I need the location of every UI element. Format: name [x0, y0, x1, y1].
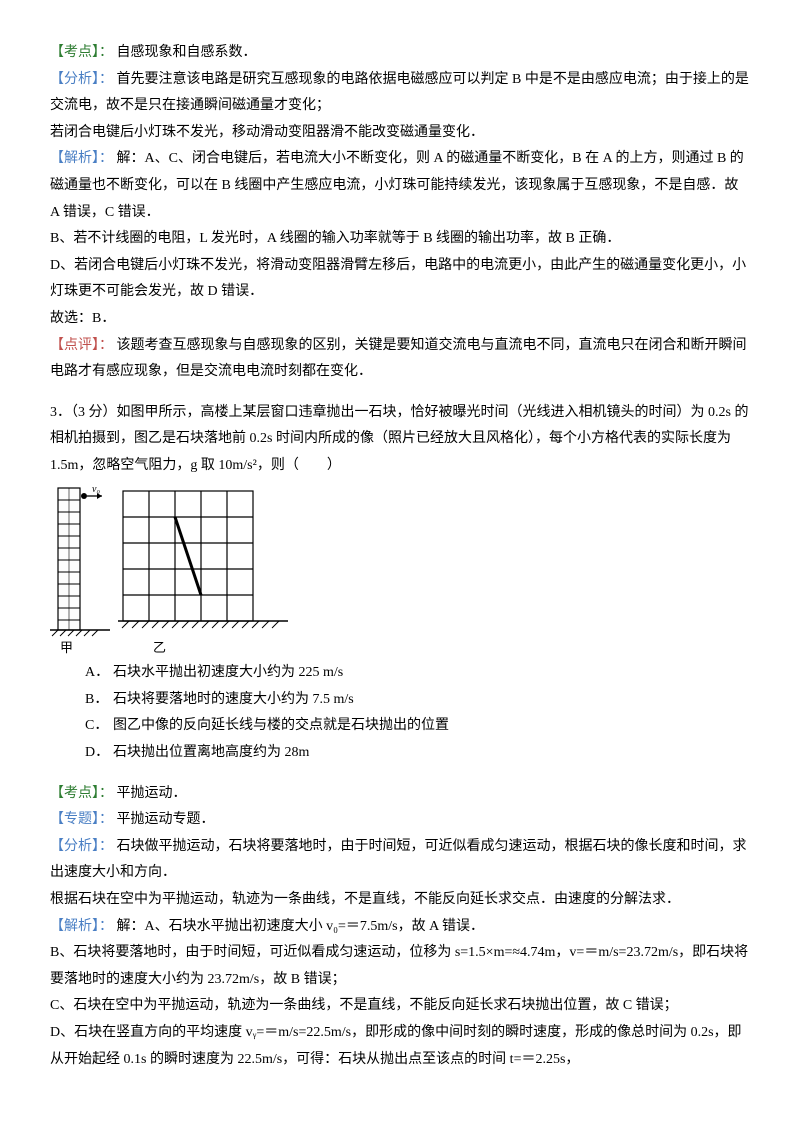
q3-jiexi-d: D、石块在竖直方向的平均速度 vᵧ=＝m/s=22.5m/s，即形成的像中间时刻…: [50, 1020, 750, 1073]
opt-b-label: B．: [85, 687, 113, 714]
kaodian-label: 【考点】：: [50, 45, 113, 60]
jiexi-label: 【解析】：: [50, 919, 113, 934]
opt-a-label: A．: [85, 660, 113, 687]
option-c: C． 图乙中像的反向延长线与楼的交点就是石块抛出的位置: [85, 713, 750, 740]
dianping-label: 【点评】：: [50, 338, 113, 353]
figure-building: v₀: [50, 486, 88, 636]
dianping-text: 该题考查互感现象与自感现象的区别，关键是要知道交流电与直流电不同，直流电只在闭合…: [50, 338, 747, 380]
q2-jiexi-b: B、若不计线圈的电阻，L 发光时，A 线圈的输入功率就等于 B 线圈的输出功率，…: [50, 226, 750, 253]
kaodian-label: 【考点】：: [50, 786, 113, 801]
zhuanti-label: 【专题】：: [50, 812, 113, 827]
q3-options: A． 石块水平抛出初速度大小约为 225 m/s B． 石块将要落地时的速度大小…: [85, 660, 750, 766]
opt-d-text: 石块抛出位置离地高度约为 28m: [113, 740, 309, 767]
fenxi-label: 【分析】：: [50, 839, 113, 854]
fenxi-text: 石块做平抛运动，石块将要落地时，由于时间短，可近似看成匀速运动，根据石块的像长度…: [50, 839, 747, 881]
q3-jiexi-c: C、石块在空中为平抛运动，轨迹为一条曲线，不是直线，不能反向延长求石块抛出位置，…: [50, 993, 750, 1020]
q3-jiexi-b: B、石块将要落地时，由于时间短，可近似看成匀速运动，位移为 s=1.5×m=≈4…: [50, 940, 750, 993]
q3-zhuanti: 【专题】： 平抛运动专题．: [50, 807, 750, 834]
option-a: A． 石块水平抛出初速度大小约为 225 m/s: [85, 660, 750, 687]
figures-row: v₀: [50, 486, 750, 636]
zhuanti-text: 平抛运动专题．: [117, 812, 215, 827]
opt-c-text: 图乙中像的反向延长线与楼的交点就是石块抛出的位置: [113, 713, 449, 740]
spacer: [50, 767, 750, 781]
opt-d-label: D．: [85, 740, 113, 767]
fenxi-label: 【分析】：: [50, 72, 113, 87]
figure-grid: [118, 486, 268, 636]
q2-jiexi-a: 【解析】： 解：A、C、闭合电键后，若电流大小不断变化，则 A 的磁通量不断变化…: [50, 146, 750, 226]
v0-label: v₀: [92, 486, 100, 495]
opt-c-label: C．: [85, 713, 113, 740]
jiexi-label: 【解析】：: [50, 151, 113, 166]
jiexi-a-text: 解：A、C、闭合电键后，若电流大小不断变化，则 A 的磁通量不断变化，B 在 A…: [50, 151, 744, 219]
q3-kaodian: 【考点】： 平抛运动．: [50, 781, 750, 808]
q2-fenxi-2: 若闭合电键后小灯珠不发光，移动滑动变阻器滑不能改变磁通量变化．: [50, 120, 750, 147]
q2-kaodian: 【考点】： 自感现象和自感系数．: [50, 40, 750, 67]
jiexi-a-text: 解：A、石块水平抛出初速度大小 v₀=＝7.5m/s，故 A 错误．: [117, 919, 484, 934]
spacer: [50, 386, 750, 400]
opt-b-text: 石块将要落地时的速度大小约为 7.5 m/s: [113, 687, 354, 714]
q3-stem: 3．（3 分）如图甲所示，高楼上某层窗口违章抛出一石块，恰好被曝光时间（光线进入…: [50, 400, 750, 480]
fenxi-text: 首先要注意该电路是研究互感现象的电路依据电磁感应可以判定 B 中是不是由感应电流…: [50, 72, 749, 114]
q2-fenxi-1: 【分析】： 首先要注意该电路是研究互感现象的电路依据电磁感应可以判定 B 中是不…: [50, 67, 750, 120]
kaodian-text: 自感现象和自感系数．: [117, 45, 257, 60]
q3-fenxi-2: 根据石块在空中为平抛运动，轨迹为一条曲线，不是直线，不能反向延长求交点．由速度的…: [50, 887, 750, 914]
grid-svg: [118, 486, 288, 646]
q2-dianping: 【点评】： 该题考查互感现象与自感现象的区别，关键是要知道交流电与直流电不同，直…: [50, 333, 750, 386]
q2-jiexi-d: D、若闭合电键后小灯珠不发光，将滑动变阻器滑臂左移后，电路中的电流更小，由此产生…: [50, 253, 750, 306]
q3-fenxi-1: 【分析】： 石块做平抛运动，石块将要落地时，由于时间短，可近似看成匀速运动，根据…: [50, 834, 750, 887]
building-svg: v₀: [50, 486, 110, 646]
kaodian-text: 平抛运动．: [117, 786, 187, 801]
option-b: B． 石块将要落地时的速度大小约为 7.5 m/s: [85, 687, 750, 714]
q3-jiexi-a: 【解析】： 解：A、石块水平抛出初速度大小 v₀=＝7.5m/s，故 A 错误．: [50, 914, 750, 941]
opt-a-text: 石块水平抛出初速度大小约为 225 m/s: [113, 660, 343, 687]
q2-jiexi-ans: 故选：B．: [50, 306, 750, 333]
option-d: D． 石块抛出位置离地高度约为 28m: [85, 740, 750, 767]
